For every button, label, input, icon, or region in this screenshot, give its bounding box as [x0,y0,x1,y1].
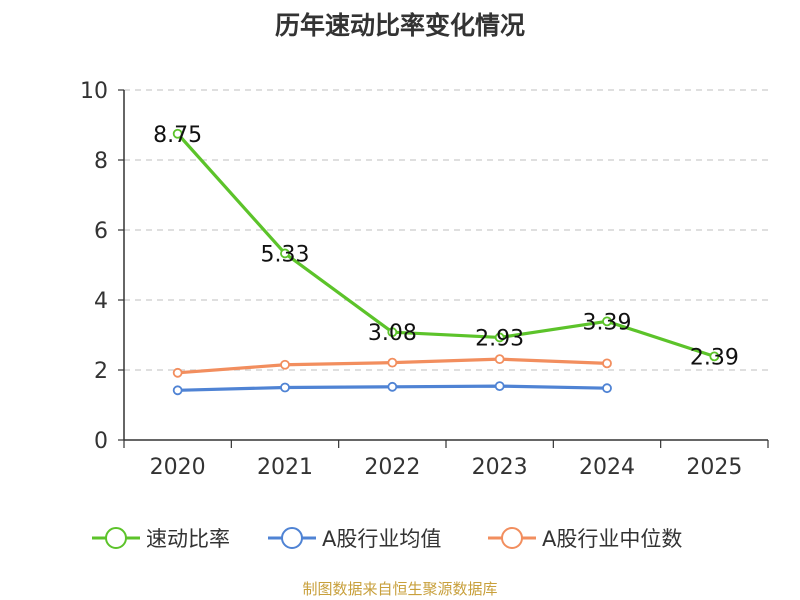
legend-label: A股行业均值 [322,527,442,551]
data-label: 5.33 [261,242,310,267]
data-point [387,327,398,338]
data-point [280,248,290,259]
data-label: 2.93 [475,326,524,351]
legend-swatch-marker [281,527,303,549]
legend-item[interactable]: A股行业中位数 [488,518,682,558]
legend-line-marker-icon [268,527,316,549]
x-tick-label: 2025 [686,455,742,480]
legend-label: 速动比率 [146,527,230,551]
x-tick-label: 2024 [579,455,635,480]
series-line [176,132,715,358]
data-labels: 8.75 5.33 3.08 2.93 3.39 2.39 [153,123,739,371]
data-point [602,383,612,394]
data-point [280,359,290,370]
data-point [494,381,505,392]
legend-swatch-marker [105,527,127,549]
legend-item[interactable]: A股行业均值 [268,518,441,558]
data-point [172,367,183,378]
series-1 [172,128,720,362]
x-tick-label: 2023 [472,455,528,480]
legend: 速动比率 A股行业均值 A股行业中位数 [0,518,800,558]
x-tick-label: 2021 [257,455,313,480]
data-point [494,332,505,343]
y-tick-label: 6 [94,219,108,244]
y-tick-label: 0 [94,429,108,454]
series-3 [172,354,612,378]
y-tick-label: 8 [94,149,108,174]
chart-title: 历年速动比率变化情况 [274,11,525,40]
legend-line-marker-icon [92,527,140,549]
legend-line-marker-icon [488,527,536,549]
x-tick-label: 2020 [150,455,206,480]
axes: 0 2 4 6 8 10 2020 2021 2022 2023 2024 2025 [80,79,769,480]
data-point [709,351,720,362]
data-point [387,381,398,392]
data-label: 2.39 [690,345,739,370]
y-tick-label: 4 [94,289,108,314]
series-layer [172,128,720,396]
legend-swatch-marker [501,527,523,549]
data-label: 8.75 [153,123,202,148]
data-source-note: 制图数据来自恒生聚源数据库 [302,580,498,598]
data-point [172,128,183,139]
y-tick-label: 10 [80,79,108,104]
data-point [494,354,505,365]
data-point [602,316,612,327]
data-label: 3.39 [583,310,632,335]
series-2 [172,381,612,396]
data-point [172,385,183,396]
legend-item[interactable]: 速动比率 [92,518,230,558]
gridlines [124,89,768,371]
x-tick-label: 2022 [364,455,420,480]
data-point [280,382,290,393]
legend-label: A股行业中位数 [542,527,683,551]
data-point [387,357,398,368]
y-tick-label: 2 [94,359,108,384]
data-label: 3.08 [368,321,417,346]
data-point [602,358,612,369]
